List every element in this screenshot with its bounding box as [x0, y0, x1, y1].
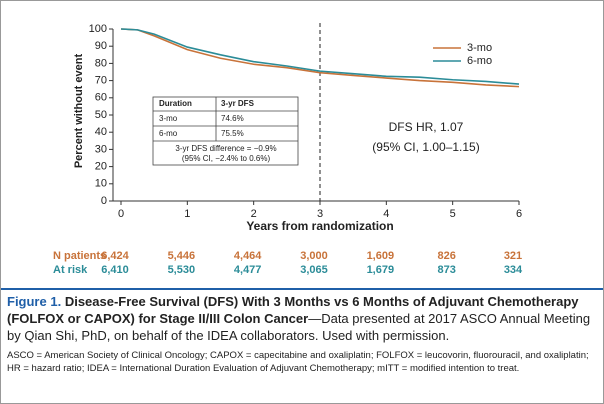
risk-value: 873 [437, 264, 455, 276]
table-note: (95% CI, −2.4% to 0.6%) [182, 154, 271, 163]
risk-value: 3,000 [300, 250, 328, 262]
x-tick-label: 6 [516, 208, 522, 220]
y-tick-label: 80 [95, 57, 107, 69]
y-tick-label: 0 [101, 195, 107, 207]
y-tick-label: 100 [89, 23, 107, 35]
legend-label: 3-mo [467, 42, 492, 54]
x-tick-label: 3 [317, 208, 323, 220]
y-axis-label: Percent without event [73, 54, 85, 169]
risk-value: 6,424 [101, 250, 129, 262]
table-cell: 3-mo [159, 114, 178, 123]
y-tick-label: 70 [95, 75, 107, 87]
risk-value: 1,679 [367, 264, 395, 276]
table-cell: 74.6% [221, 114, 244, 123]
table-cell: 75.5% [221, 129, 244, 138]
annotation: (95% CI, 1.00–1.15) [372, 140, 479, 154]
caption-title: Disease-Free Survival (DFS) With 3 Month… [7, 294, 579, 326]
inset-table [152, 96, 299, 166]
series-line [120, 28, 520, 85]
x-tick-label: 5 [450, 208, 456, 220]
risk-label: At risk [53, 264, 88, 276]
table-note: 3-yr DFS difference = −0.9% [175, 144, 276, 153]
series-line [120, 28, 520, 88]
x-axis-label: Years from randomization [246, 219, 393, 233]
risk-value: 3,065 [300, 264, 328, 276]
y-tick-label: 30 [95, 143, 107, 155]
risk-value: 6,410 [101, 264, 129, 276]
risk-value: 826 [437, 250, 455, 262]
risk-value: 4,464 [234, 250, 262, 262]
y-tick-label: 40 [95, 126, 107, 138]
figure-label: Figure 1. [7, 294, 62, 309]
caption-rule [1, 288, 603, 290]
risk-value: 5,530 [168, 264, 196, 276]
y-tick-label: 50 [95, 109, 107, 121]
table-header: Duration [159, 99, 192, 108]
caption: Figure 1. Disease-Free Survival (DFS) Wi… [7, 293, 597, 344]
risk-value: 1,609 [367, 250, 395, 262]
x-tick-label: 1 [184, 208, 190, 220]
x-tick-label: 2 [251, 208, 257, 220]
x-tick-label: 4 [383, 208, 389, 220]
y-tick-label: 20 [95, 161, 107, 173]
legend-label: 6-mo [467, 55, 492, 67]
table-header: 3-yr DFS [221, 99, 255, 108]
risk-label: N patients [53, 250, 106, 262]
y-tick-label: 90 [95, 40, 107, 52]
risk-value: 5,446 [168, 250, 196, 262]
risk-value: 4,477 [234, 264, 262, 276]
x-tick-label: 0 [118, 208, 124, 220]
y-tick-label: 60 [95, 92, 107, 104]
annotation: DFS HR, 1.07 [389, 120, 464, 134]
caption-text: —Data presented at 2017 ASCO Annual Meet… [7, 311, 591, 343]
chart: Percent without event Years from randomi… [53, 23, 523, 276]
risk-value: 334 [504, 264, 523, 276]
risk-value: 321 [504, 250, 522, 262]
table-cell: 6-mo [159, 129, 178, 138]
footnote: ASCO = American Society of Clinical Onco… [7, 350, 589, 374]
y-tick-label: 10 [95, 178, 107, 190]
